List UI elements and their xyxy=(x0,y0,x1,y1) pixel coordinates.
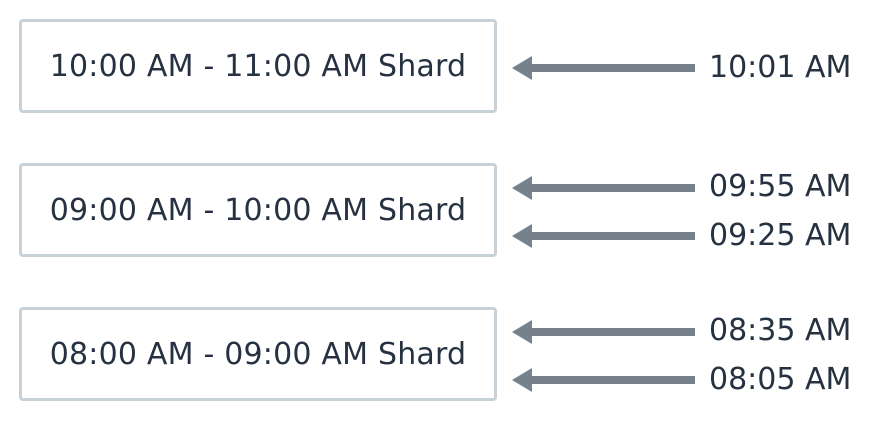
arrow-left-icon xyxy=(512,319,697,345)
arrow-left-icon xyxy=(512,175,697,201)
shard-box: 09:00 AM - 10:00 AM Shard xyxy=(19,163,497,257)
shard-label: 08:00 AM - 09:00 AM Shard xyxy=(49,336,467,372)
event-time: 08:05 AM xyxy=(709,362,852,397)
arrow-left-icon xyxy=(512,367,697,393)
shard-box: 10:00 AM - 11:00 AM Shard xyxy=(19,19,497,113)
shard-label: 10:00 AM - 11:00 AM Shard xyxy=(49,48,467,84)
shard-label: 09:00 AM - 10:00 AM Shard xyxy=(49,192,467,228)
arrow-left-icon xyxy=(512,223,697,249)
event-time: 09:55 AM xyxy=(709,169,852,204)
event-time: 10:01 AM xyxy=(709,50,852,85)
event-time: 08:35 AM xyxy=(709,313,852,348)
shard-box: 08:00 AM - 09:00 AM Shard xyxy=(19,307,497,401)
event-time: 09:25 AM xyxy=(709,218,852,253)
arrow-left-icon xyxy=(512,55,697,81)
